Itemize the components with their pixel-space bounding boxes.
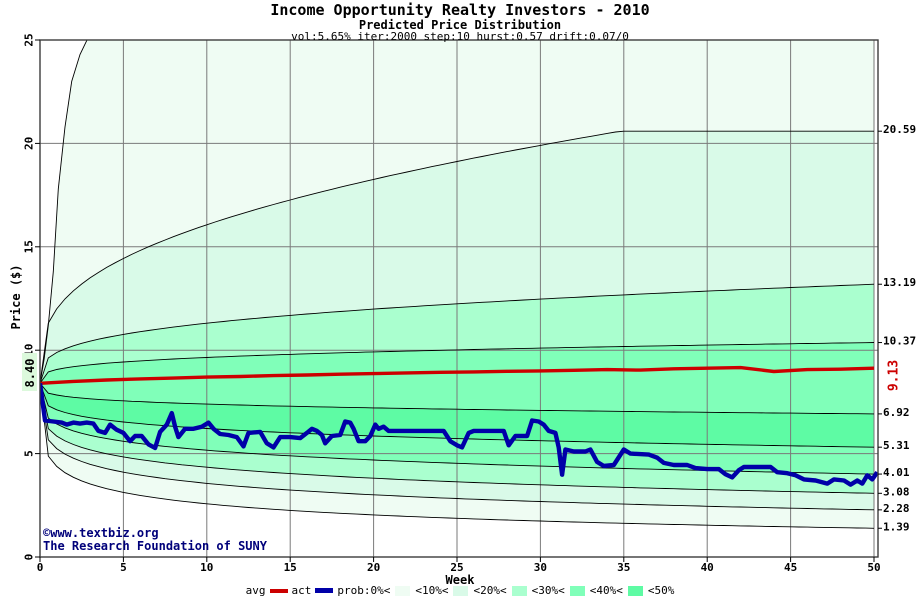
x-tick-label: 15 bbox=[284, 561, 297, 574]
x-tick-label: 5 bbox=[120, 561, 127, 574]
band-area bbox=[40, 383, 874, 529]
band-boundary-line bbox=[40, 383, 875, 415]
x-axis-title: Week bbox=[445, 573, 475, 587]
x-tick-label: 20 bbox=[367, 561, 380, 574]
right-value-label: 5.31 bbox=[883, 439, 910, 452]
legend-act-swatch bbox=[315, 588, 334, 593]
legend-band-swatch bbox=[569, 585, 585, 596]
legend-band-label: <10%< bbox=[415, 584, 449, 597]
legend-act-label: act bbox=[291, 584, 312, 597]
band-boundary-line bbox=[40, 383, 875, 511]
band-boundary-line bbox=[40, 383, 875, 529]
band-area bbox=[40, 383, 874, 494]
legend-band-swatch bbox=[395, 585, 411, 596]
start-price-highlight bbox=[22, 353, 37, 391]
band-boundary-line bbox=[40, 383, 875, 448]
y-axis-title: Price ($) bbox=[9, 264, 23, 330]
y-tick-label: 0 bbox=[23, 554, 36, 561]
band-boundary-line bbox=[40, 40, 88, 384]
plot-frame bbox=[39, 39, 879, 558]
y-tick-label: 25 bbox=[23, 33, 36, 46]
band-boundary-line bbox=[40, 383, 875, 494]
legend-band-label: <30%< bbox=[531, 584, 565, 597]
y-tick-label: 15 bbox=[23, 240, 36, 253]
right-value-label: 13.19 bbox=[883, 276, 916, 289]
start-price-label: 8.40 bbox=[23, 358, 37, 388]
x-tick-label: 0 bbox=[37, 561, 44, 574]
x-tick-label: 25 bbox=[450, 561, 463, 574]
band-boundary-line bbox=[40, 130, 874, 384]
legend-band-swatch bbox=[627, 585, 643, 596]
avg-line bbox=[40, 365, 875, 385]
legend-band-swatch bbox=[453, 585, 469, 596]
simulation-parameters: vol:5.65% iter:2000 step:10 hurst:0.57 d… bbox=[291, 30, 629, 43]
legend-band-swatch bbox=[511, 585, 527, 596]
x-tick-label: 45 bbox=[784, 561, 797, 574]
legend-avg-swatch bbox=[269, 588, 288, 593]
x-tick-label: 30 bbox=[534, 561, 547, 574]
legend-avg-label: avg bbox=[245, 584, 266, 597]
x-tick-label: 35 bbox=[617, 561, 630, 574]
y-tick-label: 5 bbox=[23, 450, 36, 457]
right-value-label: 2.28 bbox=[883, 502, 910, 515]
legend-band-label: <50% bbox=[647, 584, 675, 597]
y-tick-label: 20 bbox=[23, 137, 36, 150]
chart-title: Income Opportunity Realty Investors - 20… bbox=[270, 1, 650, 19]
band-area bbox=[40, 383, 874, 475]
band-area bbox=[40, 383, 874, 510]
band-boundary-line bbox=[40, 342, 875, 384]
actual-line bbox=[40, 383, 878, 487]
x-tick-label: 50 bbox=[867, 561, 880, 574]
x-tick-label: 10 bbox=[200, 561, 213, 574]
band-area bbox=[40, 40, 874, 384]
right-value-label: 6.92 bbox=[883, 406, 910, 419]
band-boundary-line bbox=[40, 283, 875, 384]
right-value-label: 20.59 bbox=[883, 123, 916, 136]
chart-subtitle: Predicted Price Distribution bbox=[358, 18, 562, 32]
watermark-org: The Research Foundation of SUNY bbox=[43, 539, 267, 553]
right-value-label: 4.01 bbox=[883, 466, 910, 479]
end-mean-value-label: 9.13 bbox=[886, 359, 902, 392]
x-tick-label: 40 bbox=[701, 561, 714, 574]
right-value-label: 3.08 bbox=[883, 485, 910, 498]
right-value-label: 10.37 bbox=[883, 335, 916, 348]
legend-band-label: <40%< bbox=[589, 584, 623, 597]
watermark-url: ©www.textbiz.org bbox=[43, 526, 159, 540]
legend: avg act prob:0%< <10%< <20%< <30%< <40%< <50% bbox=[0, 584, 920, 597]
watermark: ©www.textbiz.org The Research Foundation… bbox=[43, 527, 267, 553]
legend-band-label: <20%< bbox=[473, 584, 507, 597]
right-value-label: 1.39 bbox=[883, 520, 910, 533]
legend-band-label: prob:0%< bbox=[337, 584, 391, 597]
